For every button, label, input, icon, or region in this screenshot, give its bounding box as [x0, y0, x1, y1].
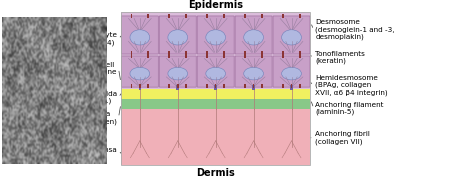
Bar: [244, 84, 246, 88]
Bar: [290, 85, 293, 90]
Text: Basal keratinocyte
(keratins 5 + 14): Basal keratinocyte (keratins 5 + 14): [50, 32, 117, 46]
Bar: [130, 51, 132, 55]
Bar: [299, 54, 301, 58]
Bar: [206, 51, 208, 55]
Bar: [282, 51, 284, 55]
Ellipse shape: [168, 30, 188, 45]
Bar: [261, 14, 263, 18]
Bar: [206, 14, 208, 18]
Bar: [147, 54, 149, 58]
Bar: [138, 85, 141, 90]
Bar: [299, 51, 301, 55]
Text: Lamina lucida
(laminin-1): Lamina lucida (laminin-1): [67, 91, 117, 104]
Bar: [252, 85, 255, 90]
Bar: [261, 84, 263, 88]
Text: Lamina densa
(type IV collagen): Lamina densa (type IV collagen): [53, 111, 117, 124]
Bar: [299, 84, 301, 88]
Bar: [168, 14, 170, 18]
Bar: [121, 12, 310, 165]
Ellipse shape: [168, 67, 188, 80]
Bar: [253, 84, 255, 88]
Bar: [121, 88, 310, 99]
FancyBboxPatch shape: [273, 16, 310, 54]
Bar: [168, 84, 170, 88]
Bar: [223, 14, 225, 18]
Bar: [261, 54, 263, 58]
Text: Basal cell
membrane: Basal cell membrane: [78, 62, 117, 75]
Ellipse shape: [244, 30, 264, 45]
Bar: [130, 14, 132, 18]
Bar: [147, 51, 149, 55]
Bar: [223, 51, 225, 55]
Ellipse shape: [244, 67, 264, 80]
Bar: [121, 12, 310, 88]
Text: Dermis: Dermis: [196, 168, 235, 177]
Bar: [185, 54, 187, 58]
Ellipse shape: [206, 67, 226, 80]
Bar: [244, 54, 246, 58]
Bar: [206, 54, 208, 58]
FancyBboxPatch shape: [197, 56, 234, 87]
Text: Anchoring fibril
(collagen VII): Anchoring fibril (collagen VII): [315, 131, 370, 145]
Bar: [282, 14, 284, 18]
Text: Epidermis: Epidermis: [188, 0, 243, 10]
Bar: [215, 84, 217, 88]
Bar: [244, 14, 246, 18]
Ellipse shape: [282, 30, 301, 45]
Bar: [147, 84, 149, 88]
Bar: [168, 51, 170, 55]
Bar: [130, 84, 132, 88]
Bar: [168, 54, 170, 58]
Bar: [261, 51, 263, 55]
Bar: [282, 84, 284, 88]
Bar: [121, 109, 310, 165]
Ellipse shape: [130, 67, 150, 80]
FancyBboxPatch shape: [159, 56, 196, 87]
Bar: [147, 14, 149, 18]
Bar: [176, 85, 179, 90]
Ellipse shape: [282, 67, 301, 80]
FancyBboxPatch shape: [273, 56, 310, 87]
Text: Anchoring filament
(laminin-5): Anchoring filament (laminin-5): [315, 102, 384, 115]
FancyBboxPatch shape: [159, 16, 196, 54]
Bar: [121, 99, 310, 109]
Bar: [291, 84, 292, 88]
Bar: [282, 54, 284, 58]
Bar: [206, 84, 208, 88]
Bar: [177, 84, 179, 88]
Bar: [139, 84, 141, 88]
Bar: [244, 51, 246, 55]
Bar: [223, 84, 225, 88]
Bar: [214, 85, 217, 90]
Text: Hemidesmosome
(BPAg, collagen
XVII, α6 β4 integrin): Hemidesmosome (BPAg, collagen XVII, α6 β…: [315, 75, 388, 96]
Ellipse shape: [206, 30, 226, 45]
Bar: [185, 14, 187, 18]
FancyBboxPatch shape: [197, 16, 234, 54]
FancyBboxPatch shape: [121, 56, 158, 87]
FancyBboxPatch shape: [235, 56, 272, 87]
FancyBboxPatch shape: [235, 16, 272, 54]
Ellipse shape: [130, 30, 150, 45]
Bar: [130, 54, 132, 58]
Text: Sub-lamina densa: Sub-lamina densa: [52, 147, 117, 153]
Text: Tonofilaments
(keratin): Tonofilaments (keratin): [315, 51, 365, 64]
Bar: [185, 51, 187, 55]
Bar: [223, 54, 225, 58]
Bar: [299, 14, 301, 18]
FancyBboxPatch shape: [121, 16, 158, 54]
Bar: [185, 84, 187, 88]
Text: Desmosome
(desmoglein-1 and -3,
desmoplakin): Desmosome (desmoglein-1 and -3, desmopla…: [315, 19, 395, 41]
